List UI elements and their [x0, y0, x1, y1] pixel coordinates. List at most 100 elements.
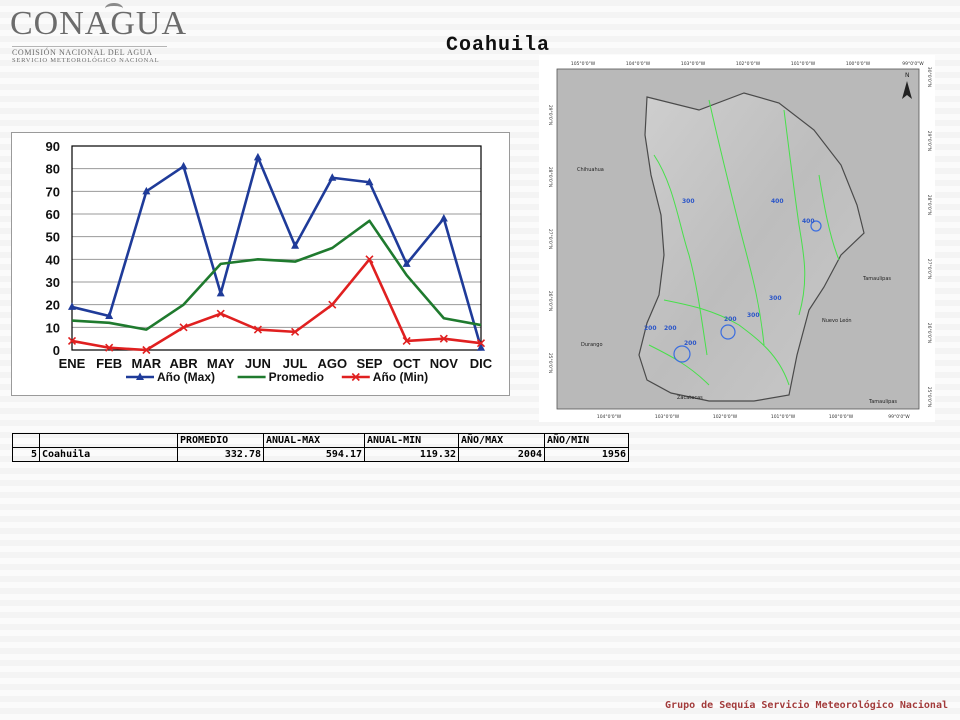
- y-tick-label: 40: [46, 252, 60, 267]
- data-point: [476, 339, 486, 348]
- map-coordinate-ticks: 105°0'0"W 104°0'0"W 103°0'0"W 102°0'0"W 101°…: [547, 61, 932, 420]
- data-point: [402, 259, 411, 267]
- data-point: [68, 302, 76, 310]
- data-point: [253, 325, 262, 334]
- y-tick-label: 20: [46, 298, 60, 313]
- series-line: [71, 258, 482, 352]
- isohyet-green-lines: [648, 99, 840, 386]
- data-point: [253, 152, 262, 161]
- map-tick-right: 30°0'0"N: [926, 67, 932, 87]
- map-tick-bottom: 103°0'0"W: [655, 414, 680, 420]
- contour-label: 400: [771, 198, 784, 205]
- table-header-cell: [39, 433, 178, 448]
- state-label-chihuahua: Chihuahua: [577, 167, 604, 173]
- north-label: N: [905, 72, 910, 79]
- state-label-durango: Durango: [581, 342, 603, 348]
- series-line: [71, 219, 482, 331]
- contour-labels: 300 400 400 200 200 200 300 200 300: [644, 198, 815, 347]
- north-arrow: N: [902, 72, 912, 99]
- contour-label: 200: [684, 340, 697, 347]
- map-tick-left: 25°0'0"N: [547, 353, 553, 373]
- data-point: [179, 323, 188, 332]
- map-tick-left: 27°0'0"N: [547, 229, 553, 249]
- y-tick-label: 0: [53, 343, 60, 358]
- contour-label: 300: [769, 295, 782, 302]
- logo-subtitle-service: SERVICIO METEOROLÓGICO NACIONAL: [12, 57, 160, 64]
- map-tick-top: 103°0'0"W: [681, 61, 706, 67]
- series-line: [71, 156, 483, 349]
- table-header-cell: PROMEDIO: [177, 433, 264, 448]
- map-tick-top: 105°0'0"W: [571, 61, 596, 67]
- state-label-tamaulipas: Tamaulipas: [862, 276, 891, 282]
- x-tick-label: MAR: [132, 356, 162, 371]
- map-tick-top: 101°0'0"W: [791, 61, 816, 67]
- map-tick-bottom: 99°0'0"W: [888, 414, 910, 420]
- y-tick-label: 30: [46, 275, 60, 290]
- data-point: [439, 214, 448, 222]
- legend-label: Año (Min): [373, 370, 428, 384]
- legend-label: Promedio: [269, 370, 324, 384]
- map-tick-bottom: 100°0'0"W: [829, 414, 854, 420]
- map-tick-left: 29°0'0"N: [547, 105, 553, 125]
- map-tick-right: 25°0'0"N: [926, 387, 932, 407]
- map-tick-top: 100°0'0"W: [846, 61, 871, 67]
- table-cell-anual-min: 119.32: [364, 447, 459, 462]
- map-tick-top: 104°0'0"W: [626, 61, 651, 67]
- data-point: [142, 345, 151, 355]
- legend-marker: [351, 372, 360, 382]
- isohyet-blue-circles: [673, 220, 822, 363]
- logo-divider: [12, 46, 167, 47]
- map-tick-top: 102°0'0"W: [736, 61, 761, 67]
- table-cell-promedio: 332.78: [177, 447, 264, 462]
- data-point: [328, 173, 337, 181]
- data-point: [142, 186, 151, 195]
- data-point: [105, 311, 114, 319]
- table-header-row: PROMEDIO ANUAL-MAX ANUAL-MIN AÑO/MAX AÑO…: [12, 433, 629, 448]
- table-header-cell: ANUAL-MAX: [263, 433, 365, 448]
- contour-label: 300: [682, 198, 695, 205]
- x-tick-label: MAY: [207, 356, 235, 371]
- x-tick-label: JUN: [245, 356, 271, 371]
- y-tick-label: 70: [46, 184, 60, 199]
- map-tick-top: 99°0'0"W: [902, 61, 924, 67]
- legend-label: Año (Max): [157, 370, 215, 384]
- y-tick-label: 90: [46, 139, 60, 154]
- state-label-nuevo-leon: Nuevo León: [822, 317, 852, 324]
- page-title: Coahuila: [446, 34, 551, 57]
- summary-table: PROMEDIO ANUAL-MAX ANUAL-MIN AÑO/MAX AÑO…: [12, 433, 629, 462]
- coahuila-precipitation-map: 300 400 400 200 200 200 300 200 300 Chih…: [539, 55, 935, 422]
- x-tick-label: FEB: [96, 356, 122, 371]
- map-tick-bottom: 104°0'0"W: [597, 414, 622, 420]
- data-point: [291, 327, 300, 336]
- logo-subtitle-agency: COMISIÓN NACIONAL DEL AGUA: [12, 48, 153, 57]
- contour-label: 200: [644, 325, 657, 332]
- conagua-logo: CONAGUA COMISIÓN NACIONAL DEL AGUA SERVI…: [10, 3, 186, 64]
- state-label-zacatecas: Zacatecas: [677, 395, 703, 401]
- x-tick-label: ENE: [59, 356, 86, 371]
- map-tick-bottom: 101°0'0"W: [771, 414, 796, 420]
- contour-label: 300: [747, 312, 760, 319]
- map-tick-right: 28°0'0"N: [926, 195, 932, 215]
- table-header-cell: AÑO/MAX: [458, 433, 545, 448]
- data-point: [477, 343, 485, 351]
- x-tick-label: OCT: [393, 356, 421, 371]
- map-tick-left: 26°0'0"N: [547, 291, 553, 311]
- table-cell-state: Coahuila: [39, 447, 178, 462]
- logo-accent-icon: [105, 3, 123, 14]
- map-tick-bottom: 102°0'0"W: [713, 414, 738, 420]
- table-header-cell: [12, 433, 40, 448]
- x-tick-label: SEP: [356, 356, 382, 371]
- data-point: [402, 336, 411, 345]
- data-point: [328, 300, 337, 309]
- plot-area-border: [71, 145, 482, 351]
- state-label-tamaulipas-south: Tamaulipas: [868, 399, 897, 405]
- precipitation-line-chart: 0 10 20 30 40 50 60 70 80 90 ENE FEB MAR ABR MAY JUN JUL…: [11, 132, 510, 396]
- state-labels: Chihuahua Durango Zacatecas Nuevo León T…: [577, 167, 897, 405]
- chart-canvas: 0 10 20 30 40 50 60 70 80 90 ENE FEB MAR ABR MAY JUN JUL…: [46, 139, 493, 384]
- map-canvas: 300 400 400 200 200 200 300 200 300 Chih…: [547, 61, 932, 420]
- x-tick-label: NOV: [430, 356, 459, 371]
- table-cell-ano-max: 2004: [458, 447, 545, 462]
- contour-label: 200: [724, 316, 737, 323]
- data-point: [439, 334, 448, 343]
- data-point: [365, 177, 374, 186]
